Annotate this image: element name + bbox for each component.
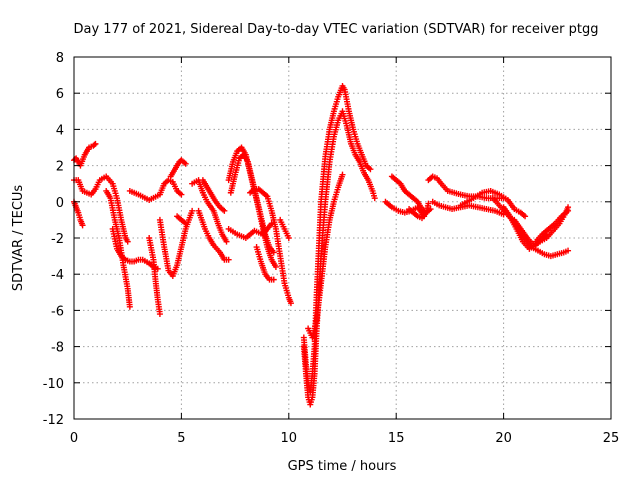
series-s22 xyxy=(305,171,346,341)
series-s30 xyxy=(500,204,550,252)
x-tick-label: 5 xyxy=(177,431,185,446)
data-point xyxy=(92,140,99,147)
series-s06 xyxy=(146,235,163,318)
data-point xyxy=(367,166,374,173)
y-axis-label: SDTVAR / TECUs xyxy=(11,185,26,292)
data-point xyxy=(371,195,378,202)
data-point xyxy=(272,263,279,270)
data-point xyxy=(287,300,294,307)
series-s16 xyxy=(225,220,275,241)
y-tick-label: 8 xyxy=(56,51,64,66)
data-point xyxy=(182,160,189,167)
data-point xyxy=(339,171,346,178)
y-tick-label: -10 xyxy=(43,377,64,392)
y-tick-label: -12 xyxy=(43,413,64,428)
data-point xyxy=(270,276,277,283)
axis-ticks: 0 5 10 15 20 25 -12 -10 -8 -6 -4 -2 0 2 4 6 8 xyxy=(43,51,620,446)
y-tick-label: 2 xyxy=(56,160,64,175)
data-point xyxy=(189,207,196,214)
series-s08 xyxy=(167,157,189,180)
x-tick-label: 0 xyxy=(70,431,78,446)
series-s07 xyxy=(126,177,185,203)
x-tick-label: 25 xyxy=(603,431,620,446)
data-point xyxy=(565,204,572,211)
x-tick-label: 10 xyxy=(281,431,298,446)
data-point xyxy=(565,247,572,254)
series-s17 xyxy=(247,186,294,307)
data-point xyxy=(425,200,432,207)
y-tick-label: -8 xyxy=(51,341,64,356)
series-s13 xyxy=(199,177,228,214)
series-s19 xyxy=(277,216,292,241)
series-s03 xyxy=(71,198,86,229)
series-s05 xyxy=(109,225,161,272)
data-point xyxy=(427,206,434,213)
data-point xyxy=(91,141,98,148)
data-point xyxy=(270,249,277,256)
y-tick-label: -6 xyxy=(51,304,64,319)
data-point xyxy=(178,191,185,198)
series-s12 xyxy=(195,207,232,263)
y-tick-label: 4 xyxy=(56,123,64,138)
series-s09 xyxy=(156,207,196,280)
series-s25 xyxy=(406,200,432,222)
data-point xyxy=(285,235,292,241)
data-point xyxy=(225,256,232,263)
x-tick-label: 20 xyxy=(495,431,512,446)
x-axis-label: GPS time / hours xyxy=(288,459,397,474)
y-tick-label: 0 xyxy=(56,196,64,211)
x-tick-label: 15 xyxy=(388,431,405,446)
series-s28 xyxy=(457,187,529,220)
series-s10 xyxy=(174,213,189,227)
series-s27 xyxy=(429,198,507,218)
series-s02 xyxy=(71,173,131,245)
y-tick-label: -4 xyxy=(51,268,64,283)
y-tick-label: 6 xyxy=(56,87,64,102)
data-point xyxy=(182,220,189,227)
data-point xyxy=(79,222,86,229)
series-s01 xyxy=(71,140,99,169)
data-point xyxy=(223,238,230,245)
data-point xyxy=(522,213,529,220)
series-s21 xyxy=(300,108,378,408)
series-s32 xyxy=(511,204,572,249)
series-s18 xyxy=(253,244,277,283)
data-point xyxy=(126,303,133,310)
data-point xyxy=(156,311,163,318)
data-point xyxy=(221,207,228,214)
series-s11 xyxy=(189,177,230,245)
chart-title: Day 177 of 2021, Sidereal Day-to-day VTE… xyxy=(74,22,599,37)
data-point xyxy=(124,238,131,245)
y-tick-label: -2 xyxy=(51,232,64,247)
data-points xyxy=(71,82,572,408)
